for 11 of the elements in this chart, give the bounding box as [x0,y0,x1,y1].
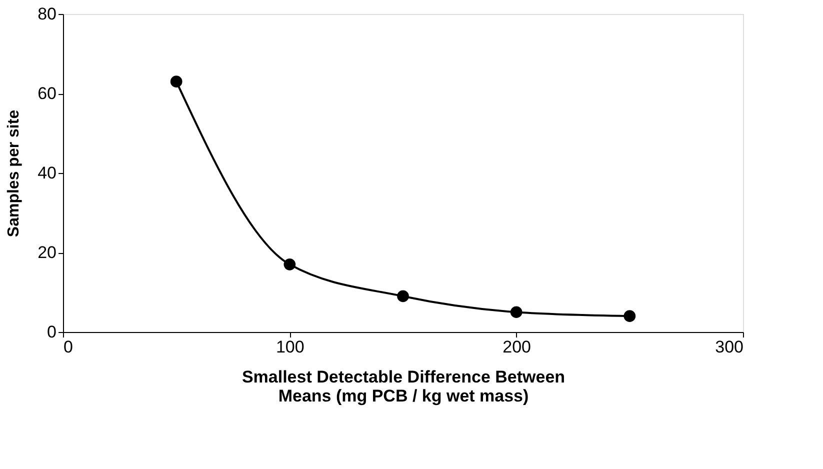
y-tick-label: 0 [47,322,56,342]
x-tick-label: 200 [502,338,532,356]
x-tick-label: 0 [64,338,73,356]
y-tick-label: 20 [38,243,56,262]
x-tick-label: 300 [715,338,744,356]
y-tick-label: 80 [38,4,56,24]
y-tick-label: 40 [38,164,56,182]
y-axis-title: Samples per site [6,110,23,238]
y-tick-label: 60 [38,84,56,103]
x-axis-title: Smallest Detectable Difference Between Means (mg PCB / kg wet mass) [242,368,566,406]
x-tick-label: 100 [276,338,304,356]
